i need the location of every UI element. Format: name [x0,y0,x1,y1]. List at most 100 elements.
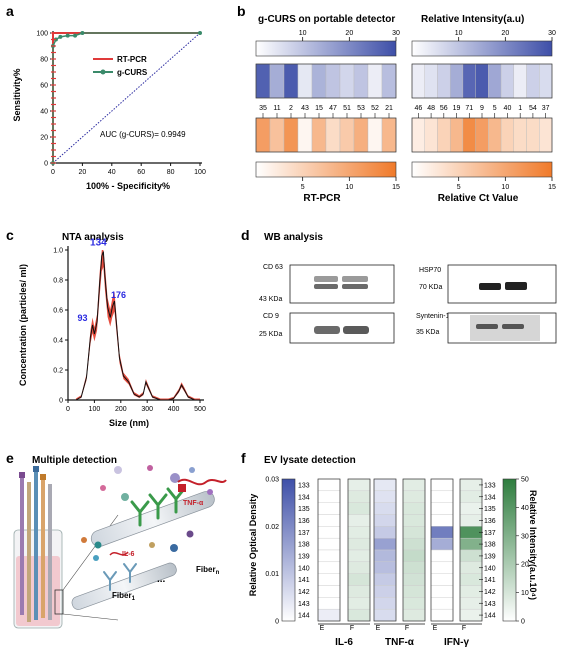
colorbar-ct-left [255,161,397,178]
heat-cell-gcurs [411,63,425,99]
f-column-frame [373,478,397,622]
f-row-label-right: 140 [484,565,496,572]
roc-point-gcurs [73,33,78,38]
f-cell [373,585,397,598]
panel-c: c NTA analysis Concentration (particles/… [6,227,206,428]
heatmap-b-title-right: Relative Intensity(a.u) [421,14,524,25]
sample-label: 5 [493,105,497,112]
fiber-1-label: Fiber1 [112,591,136,602]
nta-x-tick-label: 300 [141,406,153,413]
f-heatmap-cells [317,478,483,622]
panel-label-c: c [6,227,14,243]
f-row-label-right: 135 [484,506,496,513]
zoom-box [54,589,64,615]
tnf-molecule-head [178,484,186,492]
f-cell [430,514,454,527]
roc-y-tick-label: 0 [44,161,48,168]
heat-cell-rtpcr [488,117,502,153]
f-cell [317,573,341,586]
panel-label-f: f [241,450,246,466]
f-cell [347,514,371,527]
colorbar-top-tick-label: 30 [392,30,400,37]
wb-hsp70-membrane [447,264,557,304]
roc-legend: RT-PCR g-CURS [93,55,148,77]
f-ef-label: F [462,625,466,632]
roc-point-gcurs [198,31,202,35]
heat-cell-rtpcr [513,117,527,153]
nta-ylabel: Concentration (particles/ ml) [18,264,28,386]
ev-lysate-title: EV lysate detection [264,455,356,466]
roc-y-tick-label: 60 [40,83,48,90]
f-row-label-right: 136 [484,518,496,525]
heat-cell-gcurs [462,63,476,99]
f-cell [430,608,454,622]
f-ef-label: F [350,625,354,632]
multiplex-title: Multiple detection [32,455,117,466]
heat-cell-rtpcr [367,117,383,153]
f-left-tick-label: 0.02 [265,524,279,531]
sample-label: 9 [480,105,484,112]
sample-label: 71 [465,105,473,112]
heat-cell-gcurs [539,63,553,99]
nta-curve: 93 134 176 [75,238,200,401]
nta-y-tick-label: 0.8 [53,278,63,285]
nta-xlabel: Size (nm) [109,418,149,428]
f-row-label-right: 143 [484,601,496,608]
wb-cd9-band-1 [314,326,340,334]
f-right-tick-label: 0 [521,619,525,626]
nta-y-tick-label: 0.6 [53,308,63,315]
roc-y-tick-label: 40 [40,109,48,116]
roc-x-tick-label: 40 [108,169,116,176]
f-column-frame [317,478,341,622]
sample-label: 2 [289,105,293,112]
legend-label-rtpcr: RT-PCR [117,55,147,64]
roc-x-tick-label: 80 [167,169,175,176]
f-cell [373,537,397,551]
f-left-tick-label: 0.03 [265,477,279,484]
heat-cell-gcurs [488,63,502,99]
f-row-label-right: 133 [484,482,496,489]
panel-label-a: a [6,3,14,19]
f-cell [459,514,483,527]
heatmap-b-sample-labels: 35 11 2 43 15 47 51 53 52 21 46 48 56 19 71 9 5 40 1 54 37 [259,105,550,118]
sample-label: 21 [385,105,393,112]
f-cell [459,585,483,598]
f-row-label-left: 136 [298,518,310,525]
f-cell [430,561,454,574]
f-cell [317,478,341,492]
il6-molecule [109,551,129,556]
nta-title: NTA analysis [62,232,124,243]
roc-ylabel: Sensitivity% [12,68,22,121]
heat-cell-rtpcr [269,117,285,153]
tnf-label: TNF-α [183,500,204,507]
f-cell [317,490,341,503]
legend-marker-gcurs [100,69,106,75]
f-cell [373,490,397,503]
sample-label: 43 [301,105,309,112]
heat-cell-rtpcr [500,117,515,153]
heat-cell-gcurs [475,63,489,99]
colorbar-bottom-tick-label: 15 [392,184,400,191]
panel-a: a Sensitivity% 100% - Specificity% 00 20 2… [6,3,206,191]
colorbar-bottom-ticks: 5 10 15 5 10 15 [301,177,556,191]
legend-label-gcurs: g-CURS [117,68,148,77]
f-row-label-left: 141 [298,577,310,584]
f-colorbar-ticks: 0.03 0.02 0.01 0 50 40 30 20 10 0 [265,477,529,626]
f-ef-label: E [376,625,381,632]
tnf-molecule [177,478,227,486]
fiber-1 [71,562,177,610]
nta-x-tick-label: 500 [194,406,206,413]
heat-cell-gcurs [513,63,527,99]
heat-cell-gcurs [353,63,369,99]
panel-label-d: d [241,227,250,243]
heat-cell-rtpcr [526,117,540,153]
f-ylabel-right: Relative Intensity(a.u.10⁴) [528,490,538,600]
wb-hsp70-band-1 [479,283,501,290]
roc-x-tick-label: 60 [137,169,145,176]
panel-f: f EV lysate detection Relative Optical D… [241,450,538,648]
sample-label: 40 [504,105,512,112]
f-right-tick-label: 20 [521,562,529,569]
heat-cell-rtpcr [325,117,341,153]
heat-cell-rtpcr [255,117,271,153]
nta-peak-label: 176 [111,290,126,300]
